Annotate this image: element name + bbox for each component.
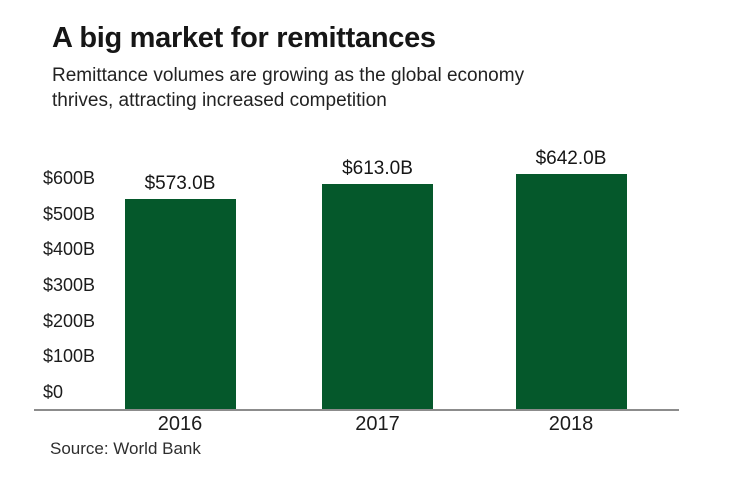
y-tick-label: $200B (43, 310, 96, 331)
source-note: Source: World Bank (50, 439, 201, 458)
x-tick-label: 2017 (355, 413, 400, 435)
bar-2017 (322, 184, 433, 409)
x-tick-label: 2016 (157, 413, 203, 435)
bar-2016 (124, 199, 236, 409)
x-axis-line (34, 409, 679, 411)
bar-2018 (515, 174, 627, 409)
y-tick-label: $100B (43, 346, 96, 367)
y-tick-label: $0 (43, 382, 64, 402)
y-tick-label: $600B (43, 167, 96, 188)
chart-subtitle: Remittance volumes are growing as the gl… (52, 63, 524, 113)
y-tick-label: $300B (43, 274, 96, 295)
chart-subtitle-line-2: thrives, attracting increased competitio… (52, 90, 387, 111)
y-tick-label: $400B (43, 239, 96, 260)
chart-subtitle-line-1: Remittance volumes are growing as the gl… (52, 65, 525, 86)
chart-title: A big market for remittances (52, 22, 436, 54)
bar-value-label: $573.0B (144, 173, 216, 194)
y-tick-label: $500B (43, 203, 96, 224)
x-tick-label: 2018 (548, 413, 594, 435)
bar-value-label: $642.0B (535, 148, 607, 169)
bar-value-label: $613.0B (342, 158, 413, 179)
